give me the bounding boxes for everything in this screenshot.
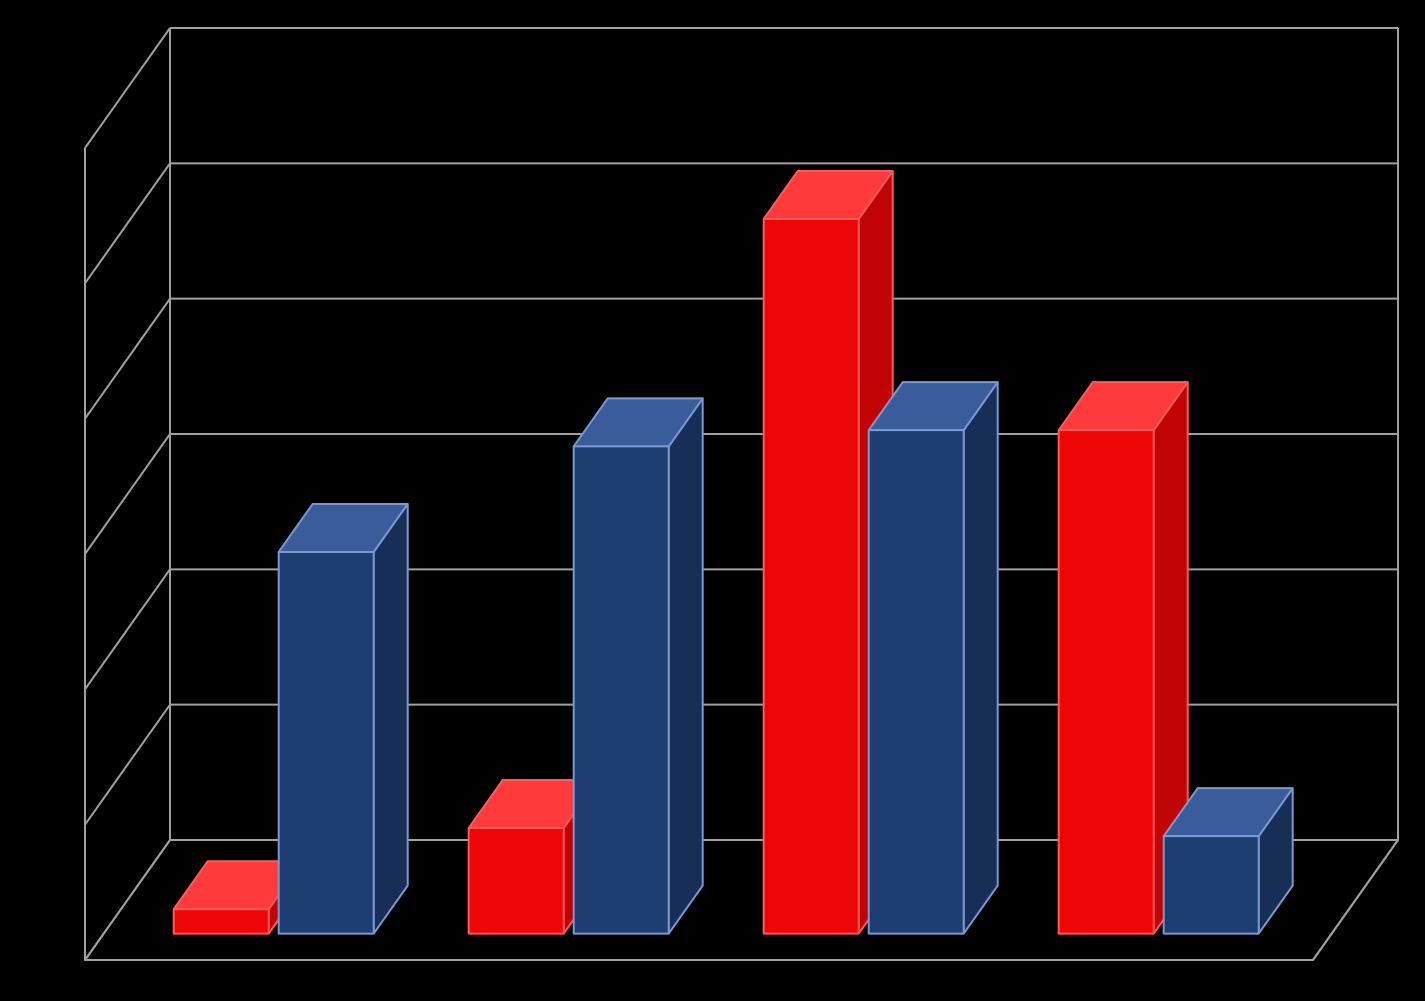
bar-side: [964, 382, 998, 933]
bar-front: [174, 909, 269, 933]
grid-side: [85, 299, 170, 419]
bar-front: [764, 219, 859, 934]
grid-side: [85, 569, 170, 689]
bar-front: [1164, 836, 1259, 933]
bar-front: [279, 552, 374, 934]
grid-side: [85, 28, 170, 148]
bar-front: [1059, 430, 1154, 933]
bar-side: [669, 398, 703, 933]
floor-right-edge: [1313, 840, 1398, 960]
grid-side: [85, 705, 170, 825]
grid-side: [85, 163, 170, 283]
bar-side: [374, 504, 408, 934]
bar-front: [869, 430, 964, 933]
bar-chart-3d: [0, 0, 1425, 1001]
grid-side: [85, 434, 170, 554]
bar-front: [574, 446, 669, 933]
bar-front: [469, 828, 564, 934]
